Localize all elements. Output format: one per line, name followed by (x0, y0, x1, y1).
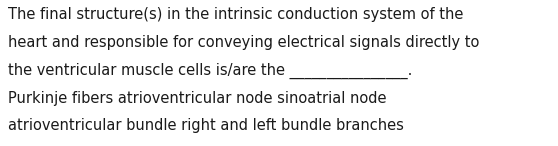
Text: The final structure(s) in the intrinsic conduction system of the: The final structure(s) in the intrinsic … (8, 7, 464, 22)
Text: Purkinje fibers atrioventricular node sinoatrial node: Purkinje fibers atrioventricular node si… (8, 91, 387, 106)
Text: the ventricular muscle cells is/are the ________________.: the ventricular muscle cells is/are the … (8, 63, 413, 79)
Text: heart and responsible for conveying electrical signals directly to: heart and responsible for conveying elec… (8, 35, 480, 50)
Text: atrioventricular bundle right and left bundle branches: atrioventricular bundle right and left b… (8, 118, 404, 133)
